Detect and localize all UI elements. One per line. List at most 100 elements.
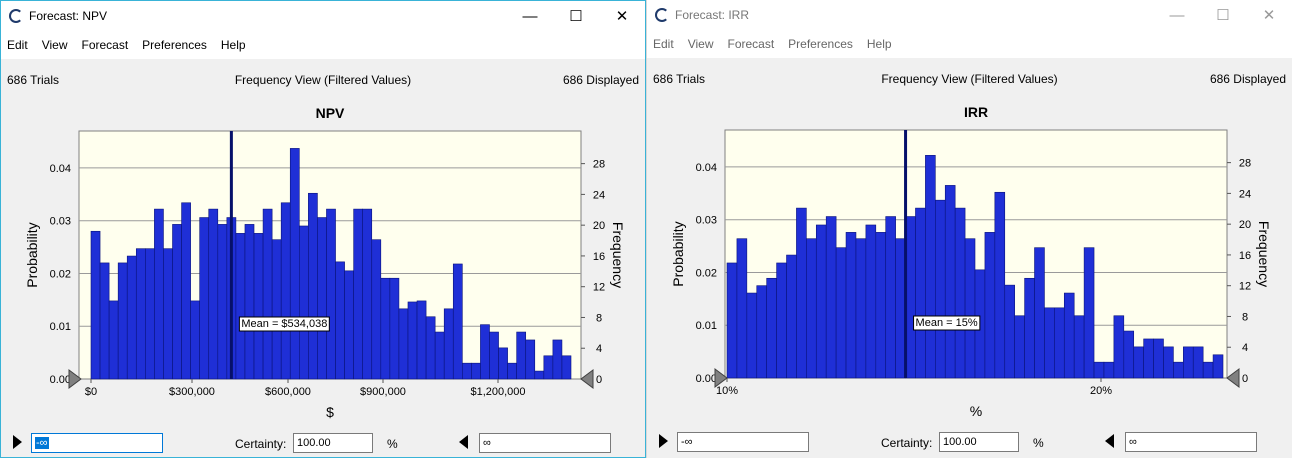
histogram-bar bbox=[353, 208, 363, 380]
y-tick-label: 0.04 bbox=[696, 162, 717, 174]
right-grabber-icon[interactable] bbox=[459, 435, 468, 449]
y2-tick-label: 28 bbox=[593, 159, 605, 171]
histogram-bar bbox=[271, 239, 282, 380]
histogram-bar bbox=[416, 300, 427, 380]
histogram-bar bbox=[1044, 307, 1055, 379]
histogram-bar bbox=[1024, 277, 1035, 379]
menu-help[interactable]: Help bbox=[866, 37, 892, 51]
histogram-bar bbox=[335, 261, 345, 380]
histogram-bar bbox=[845, 232, 857, 379]
histogram-bar bbox=[1034, 247, 1045, 379]
histogram-bar bbox=[199, 217, 210, 380]
right-bound-input[interactable]: ∞ bbox=[1125, 432, 1257, 452]
menu-forecast[interactable]: Forecast bbox=[727, 37, 775, 51]
histogram-bar bbox=[525, 339, 536, 380]
irr-histogram: IRR 0.00 0.01 0.02 0.03 0.04 0 4 8 12 16 20 24 28 Prob… bbox=[670, 104, 1272, 419]
y2-axis-label: Frequency bbox=[1256, 221, 1272, 287]
histogram-bar bbox=[1093, 361, 1105, 379]
info-bar: 686 Trials Frequency View (Filtered Valu… bbox=[1, 61, 645, 101]
certainty-label: Certainty: bbox=[235, 437, 287, 451]
histogram-bar bbox=[1113, 315, 1125, 379]
histogram-bar bbox=[425, 316, 436, 380]
menu-preferences[interactable]: Preferences bbox=[788, 37, 853, 51]
histogram-bar bbox=[1183, 346, 1194, 379]
histogram-bar bbox=[371, 239, 382, 380]
certainty-input[interactable]: 100.00 bbox=[939, 432, 1019, 452]
left-grabber-icon[interactable] bbox=[659, 434, 668, 448]
minimize-button[interactable]: — bbox=[522, 7, 538, 25]
left-bound-input[interactable]: -∞ bbox=[31, 433, 163, 453]
displayed-count: 686 Displayed bbox=[562, 73, 639, 87]
certainty-input[interactable]: 100.00 bbox=[293, 433, 373, 453]
histogram-bar bbox=[1202, 361, 1214, 379]
right-bound-input[interactable]: ∞ bbox=[479, 433, 611, 453]
title-bar[interactable]: Forecast: NPV — ☐ ✕ bbox=[1, 1, 645, 31]
histogram-bar bbox=[498, 347, 508, 380]
histogram-bar bbox=[776, 262, 787, 379]
histogram-bar bbox=[462, 362, 472, 380]
x-tick-label: $600,000 bbox=[265, 386, 311, 398]
chart-title: IRR bbox=[964, 104, 988, 120]
histogram-bar bbox=[835, 247, 847, 379]
histogram-bar bbox=[452, 263, 463, 380]
histogram-bar bbox=[1014, 315, 1025, 379]
histogram-bar bbox=[434, 331, 445, 380]
histogram-bar bbox=[308, 192, 318, 380]
menu-edit[interactable]: Edit bbox=[7, 38, 28, 52]
y2-tick-label: 4 bbox=[1242, 342, 1248, 354]
histogram-bar bbox=[552, 339, 563, 380]
chart-title: NPV bbox=[316, 105, 345, 121]
y2-tick-label: 4 bbox=[596, 343, 602, 355]
histogram-bar bbox=[1004, 284, 1015, 379]
menu-view[interactable]: View bbox=[687, 37, 714, 51]
close-button[interactable]: ✕ bbox=[615, 8, 629, 25]
x-tick-label: $0 bbox=[85, 386, 97, 398]
menu-preferences[interactable]: Preferences bbox=[142, 38, 207, 52]
histogram-bar bbox=[1133, 346, 1144, 379]
histogram-bar bbox=[815, 224, 827, 379]
menu-forecast[interactable]: Forecast bbox=[81, 38, 129, 52]
title-bar[interactable]: Forecast: IRR — ☐ ✕ bbox=[647, 0, 1292, 30]
histogram-bar bbox=[90, 230, 101, 380]
histogram-bar bbox=[398, 308, 409, 380]
histogram-bar bbox=[766, 277, 777, 379]
histogram-bar bbox=[875, 232, 887, 379]
menu-help[interactable]: Help bbox=[220, 38, 246, 52]
right-grabber-icon[interactable] bbox=[1105, 434, 1114, 448]
mean-label: Mean = $534,038 bbox=[241, 318, 327, 330]
histogram-bar bbox=[796, 207, 807, 379]
y2-tick-label: 28 bbox=[1239, 158, 1251, 170]
menu-view[interactable]: View bbox=[41, 38, 68, 52]
histogram-bar bbox=[407, 301, 418, 380]
mean-label-box bbox=[238, 316, 330, 332]
histogram-bar bbox=[561, 355, 572, 380]
x-tick-label: $1,200,000 bbox=[470, 386, 525, 398]
histogram-bar bbox=[994, 191, 1006, 379]
histogram-bar bbox=[135, 248, 146, 380]
histogram-bar bbox=[181, 202, 191, 380]
left-bound-input[interactable]: -∞ bbox=[677, 432, 809, 452]
y-tick-label: 0.00 bbox=[696, 373, 717, 385]
menu-bar: Edit View Forecast Preferences Help bbox=[647, 30, 1292, 58]
y2-tick-label: 0 bbox=[596, 374, 602, 386]
histogram-bar bbox=[489, 331, 499, 380]
mean-label: Mean = 15% bbox=[916, 317, 978, 329]
histogram-bar bbox=[885, 216, 896, 379]
maximize-button[interactable]: ☐ bbox=[569, 8, 583, 25]
left-grabber-icon[interactable] bbox=[13, 435, 22, 449]
histogram-bar bbox=[208, 208, 219, 380]
histogram-bar bbox=[516, 331, 527, 380]
histogram-bar bbox=[154, 208, 164, 380]
minimize-button[interactable]: — bbox=[1169, 6, 1185, 24]
histogram-bar bbox=[99, 262, 110, 380]
histogram-bar bbox=[1153, 338, 1164, 379]
histogram-bar bbox=[984, 232, 996, 379]
maximize-button[interactable]: ☐ bbox=[1216, 7, 1230, 24]
left-grabber-icon bbox=[714, 368, 728, 388]
menu-edit[interactable]: Edit bbox=[653, 37, 674, 51]
close-button[interactable]: ✕ bbox=[1262, 7, 1276, 24]
forecast-window-npv: Forecast: NPV — ☐ ✕ Edit View Forecast P… bbox=[0, 0, 646, 458]
histogram-bar bbox=[786, 254, 797, 379]
histogram-bar bbox=[172, 224, 182, 380]
histogram-bar bbox=[117, 262, 128, 380]
